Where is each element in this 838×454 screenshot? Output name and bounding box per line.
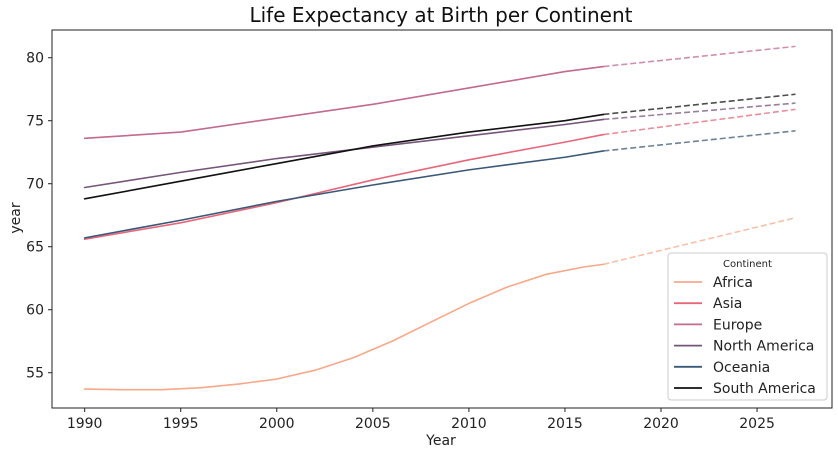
legend-label-south-america: South America <box>713 381 816 397</box>
forecast-line-europe <box>603 45 796 68</box>
chart-title: Life Expectancy at Birth per Continent <box>249 3 632 27</box>
legend-label-europe: Europe <box>713 317 762 333</box>
y-tick-label: 60 <box>26 303 44 319</box>
series-lines <box>83 45 796 391</box>
legend-label-asia: Asia <box>713 296 742 312</box>
plot-frame <box>51 29 833 409</box>
x-tick-label: 2010 <box>451 416 487 432</box>
y-tick-label: 75 <box>26 114 44 130</box>
y-axis-label: year <box>8 202 24 233</box>
series-line-south-america <box>83 113 605 200</box>
legend-label-oceania: Oceania <box>713 360 770 376</box>
legend-label-north-america: North America <box>713 339 814 355</box>
legend-title: Continent <box>723 259 772 270</box>
y-tick-label: 65 <box>26 240 44 256</box>
forecast-line-north-america <box>603 102 796 121</box>
x-tick-label: 2025 <box>739 416 775 432</box>
y-tick-label: 80 <box>26 51 44 67</box>
x-tick-label: 2000 <box>259 416 295 432</box>
y-tick-label: 70 <box>26 177 44 193</box>
axes: 1990 1995 2000 2005 2010 2015 2020 2025 55 60 65 70… <box>26 29 833 432</box>
series-line-oceania <box>83 150 605 239</box>
x-axis-label: Year <box>425 433 456 449</box>
forecast-line-oceania <box>603 130 796 152</box>
series-line-europe <box>83 65 605 140</box>
forecast-line-africa <box>603 216 796 266</box>
series-line-north-america <box>83 118 605 189</box>
x-tick-label: 2020 <box>643 416 679 432</box>
series-line-asia <box>83 133 605 240</box>
legend: Continent Africa Asia Europe North America Oc… <box>667 252 828 401</box>
x-tick-label: 1995 <box>163 416 199 432</box>
forecast-line-south-america <box>603 93 796 116</box>
legend-box <box>667 252 828 401</box>
legend-label-africa: Africa <box>713 275 753 291</box>
y-tick-label: 55 <box>26 366 44 382</box>
x-tick-label: 2015 <box>547 416 583 432</box>
forecast-line-asia <box>603 108 796 136</box>
plot-area <box>83 45 796 391</box>
series-line-africa <box>83 263 605 391</box>
x-tick-label: 2005 <box>355 416 391 432</box>
x-tick-label: 1990 <box>67 416 103 432</box>
